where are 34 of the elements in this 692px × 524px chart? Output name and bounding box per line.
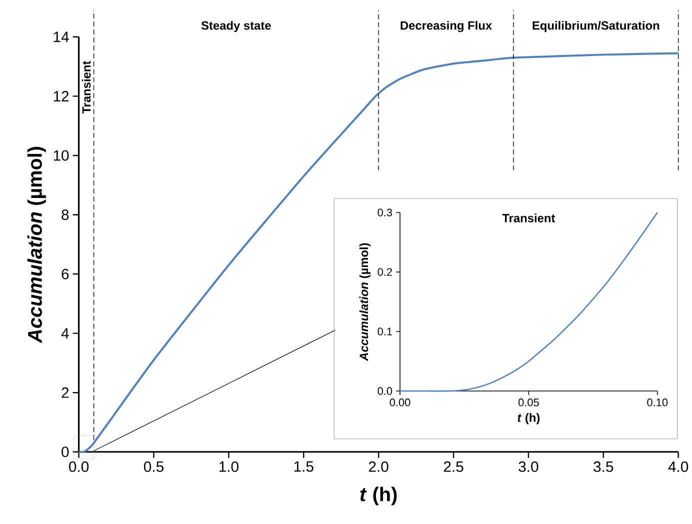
- text: Equilibrium/Saturation: [532, 21, 660, 32]
- y-tick-label: 8: [62, 210, 69, 220]
- text: Decreasing Flux: [400, 21, 492, 32]
- x-axis-title: t (h): [518, 413, 540, 424]
- x-tick-label: 0.05: [518, 398, 539, 406]
- y-tick-label: 2: [62, 388, 69, 398]
- y-tick-label: 4: [61, 328, 69, 339]
- y-tick-label: 0: [62, 446, 69, 458]
- x-tick-label: 3.0: [518, 462, 538, 472]
- x-tick-label: 1.5: [294, 462, 314, 472]
- x-tick-label: 2.0: [368, 462, 388, 472]
- x-tick-label: 0.00: [390, 398, 410, 406]
- x-tick-label: 0.0: [69, 462, 89, 472]
- y-tick-label: 6: [62, 268, 69, 280]
- x-tick-label: 0.10: [647, 398, 668, 406]
- annotation: Transient: [82, 61, 91, 114]
- chart-title: Transient: [502, 214, 556, 222]
- y-tick-label: 0.0: [378, 387, 392, 396]
- x-tick-label: 4.0: [668, 462, 688, 472]
- y-tick-label: 12: [54, 91, 69, 102]
- y-tick-label: 14: [54, 32, 69, 42]
- x-tick-label: 2.5: [444, 462, 464, 472]
- text: Steady state: [201, 21, 271, 32]
- y-tick-label: 0.2: [378, 268, 392, 276]
- x-tick-label: 3.5: [594, 462, 614, 472]
- line-series: [399, 212, 658, 392]
- y-tick-label: 0.1: [378, 328, 392, 336]
- y-tick-label: 10: [54, 150, 69, 161]
- y-axis-title: Accumulation (µmol): [27, 147, 46, 344]
- y-tick-label: 0.3: [378, 208, 392, 216]
- x-tick-label: 1.0: [219, 462, 238, 472]
- x-axis-title: t (h): [360, 486, 397, 506]
- x-tick-label: 0.5: [144, 462, 164, 472]
- y-axis-title: Accumulation (µmol): [359, 243, 370, 362]
